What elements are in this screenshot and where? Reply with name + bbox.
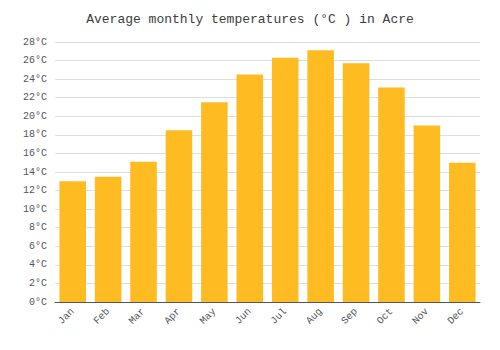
svg-text:Sep: Sep (339, 306, 359, 326)
svg-text:16°C: 16°C (23, 148, 47, 159)
svg-text:Nov: Nov (410, 306, 430, 326)
svg-text:Aug: Aug (304, 306, 324, 326)
svg-text:Mar: Mar (127, 306, 147, 326)
svg-text:Apr: Apr (162, 306, 182, 326)
svg-text:4°C: 4°C (29, 259, 47, 270)
svg-text:Feb: Feb (92, 306, 112, 326)
svg-text:10°C: 10°C (23, 204, 47, 215)
svg-text:12°C: 12°C (23, 185, 47, 196)
svg-text:Average monthly temperatures (: Average monthly temperatures (°C ) in Ac… (86, 12, 414, 27)
svg-text:8°C: 8°C (29, 222, 47, 233)
svg-text:6°C: 6°C (29, 241, 47, 252)
svg-text:0°C: 0°C (29, 297, 47, 308)
svg-text:2°C: 2°C (29, 278, 47, 289)
svg-text:Jul: Jul (269, 306, 289, 326)
svg-text:26°C: 26°C (23, 55, 47, 66)
svg-text:20°C: 20°C (23, 111, 47, 122)
svg-text:Oct: Oct (375, 306, 395, 326)
svg-text:22°C: 22°C (23, 92, 47, 103)
svg-text:May: May (198, 306, 218, 326)
svg-text:28°C: 28°C (23, 37, 47, 48)
svg-text:18°C: 18°C (23, 129, 47, 140)
svg-text:Dec: Dec (446, 306, 466, 326)
svg-text:14°C: 14°C (23, 167, 47, 178)
svg-text:Jun: Jun (233, 306, 253, 326)
svg-text:24°C: 24°C (23, 74, 47, 85)
svg-text:Jan: Jan (56, 306, 76, 326)
